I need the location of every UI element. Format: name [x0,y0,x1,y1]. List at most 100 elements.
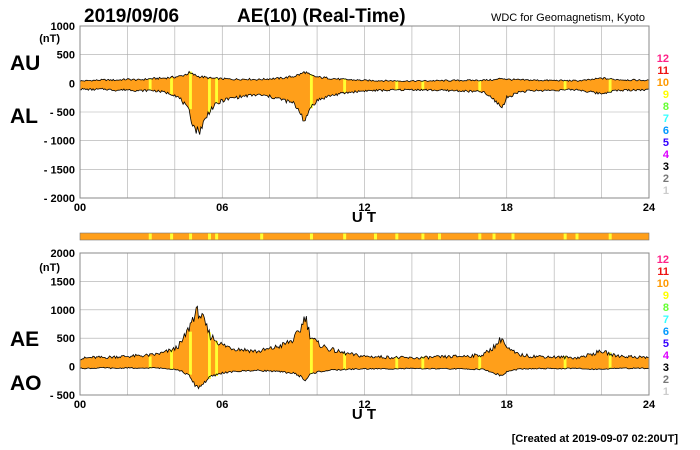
au-al-grid [80,26,649,198]
y-tick-label: - 500 [50,390,75,402]
y-tick-label: - 500 [50,107,75,119]
station-legend-entry: 3 [663,161,669,173]
x-tick-label: 00 [74,202,86,214]
y-tick-label: 500 [57,50,75,62]
series-line-ae [79,305,650,361]
strip-highlight [189,233,193,240]
strip-highlight [608,233,612,240]
au-al-curves [79,70,650,135]
y-tick-label: 2000 [51,248,75,260]
au-al-x-label: U T [352,209,376,226]
x-tick-label: 00 [74,399,86,411]
station-highlight-band [208,78,211,112]
ae-ao-panel: 2000 1500 1000 500 0 - 500 00 06 12 18 24 (nT) AE… [10,248,656,423]
ae-ao-x-label: U T [352,406,376,423]
station-highlight-band [343,353,347,370]
station-legend-entry: 5 [663,137,669,149]
au-al-area [80,71,649,135]
x-tick-label: 18 [501,202,513,214]
y-tick-label: 0 [69,78,75,90]
ae-ao-plot-border [79,252,650,396]
strip-highlight [511,233,515,240]
series-line-al [80,87,650,135]
strip-highlight [437,233,441,240]
strip-highlight [215,233,219,240]
station-highlight-band [563,355,567,369]
au-al-plot-border [79,25,650,199]
station-highlight-band [563,80,567,90]
station-legend-entry: 9 [663,290,669,302]
envelope-fill [80,71,649,135]
station-legend-entry: 10 [657,77,669,89]
ae-ao-curves [79,305,650,390]
station-legend-entry: 9 [663,89,669,101]
station-legend-entry: 1 [663,386,669,398]
ae-ao-x-ticks: 00 06 12 18 24 [74,399,656,411]
station-legend-entry: 3 [663,362,669,374]
station-highlight-band [148,356,152,369]
station-legend-entry: 12 [657,53,669,65]
station-highlight-band [608,79,612,93]
y-tick-label: 1000 [51,21,75,33]
y-tick-label: 500 [57,333,75,345]
au-al-y-ticks: 1000 500 0 - 500 - 1000 - 1500 - 2000 [44,21,75,205]
strip-highlight [343,233,347,240]
y-tick-label: 0 [69,362,75,374]
ao-label: AO [10,372,42,395]
series-line-au [79,70,650,83]
station-legend-entry: 10 [657,278,669,290]
station-legend-entry: 7 [663,314,669,326]
station-legend-entry: 8 [663,101,669,113]
strip-highlight [373,233,377,240]
x-tick-label: 24 [643,202,656,214]
au-label: AU [10,52,40,75]
au-al-x-ticks: 00 06 12 18 24 [74,202,656,214]
station-highlight-band [189,71,192,110]
chart-title: AE(10) (Real-Time) [237,6,406,27]
station-highlight-band [395,80,399,90]
station-highlight-band [343,78,347,93]
station-highlight-band [421,81,425,90]
station-highlight-band [309,338,313,374]
station-highlight-band [215,340,218,377]
ae-ao-y-unit: (nT) [39,262,60,274]
strip-highlight [208,233,212,240]
y-tick-label: - 1500 [44,164,75,176]
station-legend-entry: 2 [663,374,669,386]
source-label: WDC for Geomagnetism, Kyoto [491,12,645,24]
strip-highlight [575,233,579,240]
x-tick-label: 18 [501,399,513,411]
station-highlight-band [148,78,152,90]
station-highlight-band [170,349,173,370]
strip-highlight [309,233,313,240]
ae-label: AE [10,328,39,351]
y-tick-label: - 2000 [44,193,75,205]
strip-highlight [148,233,152,240]
strip-highlight [170,233,174,240]
station-legend-entry: 8 [663,302,669,314]
au-al-panel: 1000 500 0 - 500 - 1000 - 1500 - 2000 00 06 12 18… [10,21,656,226]
al-label: AL [10,105,38,128]
station-legend-entry: 11 [657,266,669,278]
station-legend-entry: 7 [663,113,669,125]
station-highlight-band [608,352,612,370]
strip-highlight [478,233,482,240]
station-legend-entry: 12 [657,254,669,266]
station-legend-entry: 11 [657,65,669,77]
strip-highlight [492,233,496,240]
date-label: 2019/09/06 [84,6,179,27]
station-legend-entry: 6 [663,326,669,338]
x-tick-label: 12 [358,399,370,411]
station-count-strip [79,232,650,241]
strip-background [79,232,650,241]
strip-highlight [395,233,399,240]
x-tick-label: 06 [216,399,228,411]
au-al-y-unit: (nT) [39,33,60,45]
series-line-ao [79,366,650,390]
envelope-fill [80,306,649,389]
station-highlight-band [421,356,425,369]
y-tick-label: - 1000 [44,136,75,148]
